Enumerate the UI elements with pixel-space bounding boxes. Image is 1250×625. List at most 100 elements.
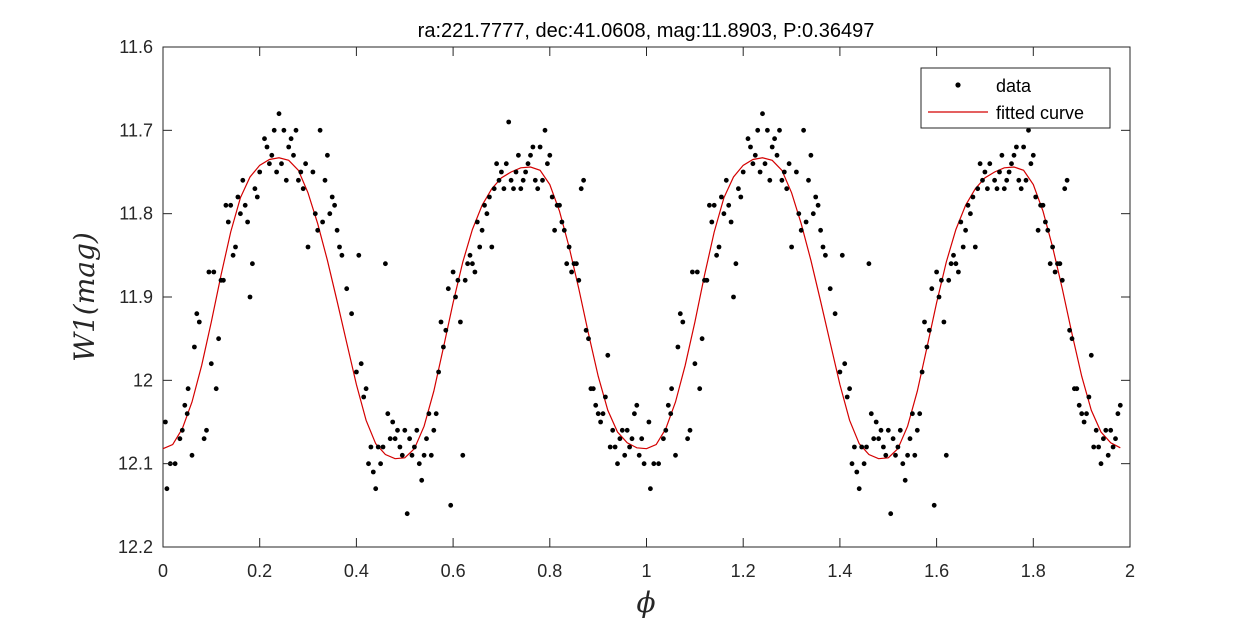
data-point bbox=[383, 261, 388, 267]
data-point bbox=[559, 219, 565, 225]
data-point bbox=[484, 211, 490, 217]
data-point bbox=[545, 161, 550, 167]
data-point bbox=[878, 427, 884, 433]
data-point bbox=[334, 227, 340, 233]
data-point bbox=[293, 127, 299, 133]
data-point bbox=[274, 169, 279, 175]
data-point bbox=[291, 152, 296, 158]
data-point bbox=[956, 269, 961, 275]
data-point bbox=[252, 186, 258, 192]
data-point bbox=[1033, 194, 1039, 200]
x-tick-label: 0.2 bbox=[247, 561, 272, 581]
data-point bbox=[496, 177, 502, 183]
data-point bbox=[762, 161, 768, 167]
data-point bbox=[687, 427, 693, 433]
data-point bbox=[736, 186, 741, 192]
data-point bbox=[806, 177, 811, 183]
data-point bbox=[525, 161, 531, 167]
data-point bbox=[992, 177, 997, 183]
data-point bbox=[907, 436, 913, 442]
data-point bbox=[581, 177, 586, 183]
data-point bbox=[399, 452, 405, 458]
y-axis-label: W1(mag) bbox=[68, 232, 101, 362]
data-point bbox=[310, 169, 316, 175]
data-point bbox=[960, 244, 966, 250]
data-point bbox=[888, 511, 894, 517]
data-point bbox=[781, 169, 787, 175]
x-tick-label: 0.8 bbox=[537, 561, 562, 581]
data-point bbox=[600, 411, 606, 417]
legend-box bbox=[920, 67, 1111, 129]
plot-area bbox=[162, 46, 1131, 548]
data-point bbox=[669, 386, 674, 392]
data-point bbox=[951, 252, 956, 258]
data-point bbox=[965, 202, 971, 208]
data-point bbox=[460, 452, 466, 458]
data-point bbox=[1011, 152, 1017, 158]
data-point bbox=[694, 269, 700, 275]
data-point bbox=[385, 411, 391, 417]
data-point bbox=[721, 211, 727, 217]
data-point bbox=[1059, 277, 1065, 283]
data-point bbox=[204, 427, 209, 433]
data-point bbox=[1004, 177, 1010, 183]
data-point bbox=[344, 286, 350, 292]
data-point bbox=[540, 177, 545, 183]
data-point bbox=[617, 436, 623, 442]
x-tick-label: 1.4 bbox=[827, 561, 852, 581]
data-point bbox=[832, 311, 838, 317]
data-point bbox=[772, 136, 777, 142]
data-point bbox=[296, 177, 301, 183]
data-point bbox=[864, 444, 869, 450]
data-point bbox=[868, 411, 874, 417]
data-point bbox=[245, 219, 251, 225]
data-point bbox=[320, 219, 325, 225]
data-point bbox=[1110, 444, 1116, 450]
data-point bbox=[673, 452, 678, 458]
data-point bbox=[179, 427, 185, 433]
data-point bbox=[607, 444, 613, 450]
data-point bbox=[627, 444, 632, 450]
data-point bbox=[235, 194, 241, 200]
data-point bbox=[939, 277, 944, 283]
data-point bbox=[407, 436, 412, 442]
data-point bbox=[564, 261, 570, 267]
data-point bbox=[569, 269, 574, 275]
data-point bbox=[366, 461, 371, 467]
data-point bbox=[818, 227, 823, 233]
data-point bbox=[663, 427, 669, 433]
data-point bbox=[477, 244, 483, 250]
data-point bbox=[994, 186, 1000, 192]
data-point bbox=[610, 427, 616, 433]
data-point bbox=[622, 452, 628, 458]
data-point bbox=[926, 327, 932, 333]
data-point bbox=[230, 252, 236, 258]
data-point bbox=[1093, 427, 1099, 433]
y-tick-label: 12 bbox=[133, 370, 153, 390]
data-point bbox=[866, 261, 872, 267]
data-point bbox=[1105, 452, 1111, 458]
data-point bbox=[590, 386, 596, 392]
data-point bbox=[1050, 244, 1055, 250]
data-point bbox=[465, 261, 470, 267]
data-point bbox=[185, 386, 191, 392]
data-point bbox=[414, 427, 420, 433]
data-point bbox=[709, 219, 715, 225]
data-point bbox=[479, 227, 485, 233]
data-point bbox=[997, 169, 1002, 175]
data-point bbox=[1057, 261, 1063, 267]
data-point bbox=[238, 211, 243, 217]
data-point bbox=[329, 194, 335, 200]
data-point bbox=[612, 444, 618, 450]
data-point bbox=[225, 219, 231, 225]
data-point bbox=[201, 436, 207, 442]
data-point bbox=[796, 211, 802, 217]
data-point bbox=[837, 369, 843, 375]
y-tick-label: 11.9 bbox=[119, 287, 153, 307]
data-point bbox=[506, 119, 512, 125]
data-point bbox=[228, 202, 234, 208]
data-point bbox=[675, 344, 681, 350]
data-point bbox=[487, 194, 492, 200]
data-point bbox=[247, 294, 253, 300]
data-point bbox=[615, 461, 620, 467]
